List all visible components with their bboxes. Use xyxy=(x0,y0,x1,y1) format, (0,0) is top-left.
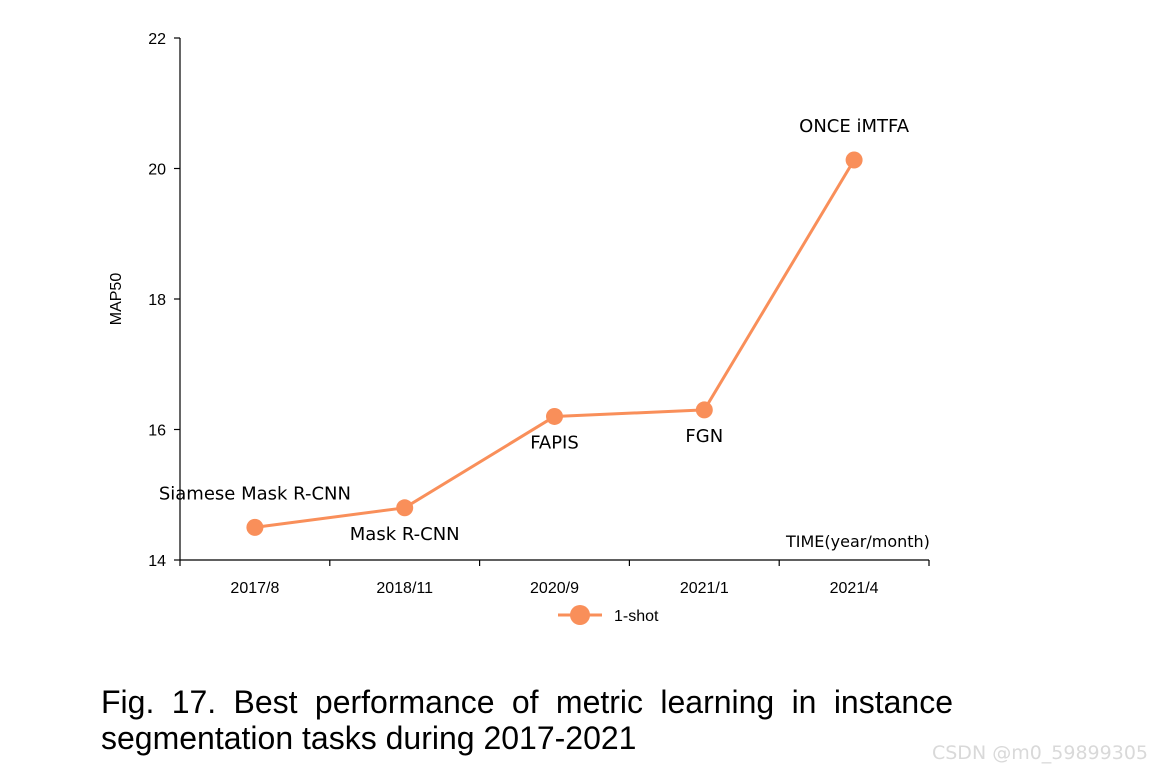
x-tick-label: 2017/8 xyxy=(230,580,279,597)
point-annotation: ONCE iMTFA xyxy=(799,116,910,137)
x-ticks: 2017/8 2018/11 2020/9 2021/1 2021/4 xyxy=(179,560,930,597)
point-annotation: Mask R-CNN xyxy=(350,524,460,545)
data-point xyxy=(695,401,713,419)
point-annotation: FAPIS xyxy=(530,432,579,453)
point-annotation: Siamese Mask R-CNN xyxy=(159,483,351,504)
legend-label-1-shot: 1-shot xyxy=(614,608,659,625)
watermark: CSDN @m0_59899305 xyxy=(931,742,1148,764)
point-annotation: FGN xyxy=(685,426,723,447)
y-tick-label: 22 xyxy=(148,31,166,48)
data-point xyxy=(246,518,264,536)
x-axis-label: TIME(year/month) xyxy=(785,532,930,551)
y-tick-label: 18 xyxy=(148,292,166,309)
point-annotations: Siamese Mask R-CNN Mask R-CNN FAPIS FGN ONCE… xyxy=(159,116,910,545)
legend: 1-shot xyxy=(558,605,659,625)
x-tick-label: 2020/9 xyxy=(530,580,579,597)
series-line xyxy=(254,159,856,529)
y-tick-label: 16 xyxy=(148,423,166,440)
y-ticks: 14 16 18 20 22 xyxy=(148,31,180,570)
line-chart: 14 16 18 20 22 2017/8 2018/11 2020/9 2021/1 2021… xyxy=(108,31,930,625)
series-1-shot xyxy=(246,151,863,536)
data-point xyxy=(396,499,414,517)
y-tick-label: 14 xyxy=(148,553,166,570)
y-axis-label: MAP50 xyxy=(108,273,125,326)
legend-swatch-marker xyxy=(570,605,590,625)
x-tick-label: 2018/11 xyxy=(376,580,433,597)
y-tick-label: 20 xyxy=(148,162,166,179)
figure-caption: Fig. 17. Best performance of metric lear… xyxy=(101,684,953,756)
x-tick-label: 2021/1 xyxy=(680,580,729,597)
data-point xyxy=(845,151,863,169)
x-tick-label: 2021/4 xyxy=(830,580,879,597)
data-point xyxy=(546,407,563,425)
